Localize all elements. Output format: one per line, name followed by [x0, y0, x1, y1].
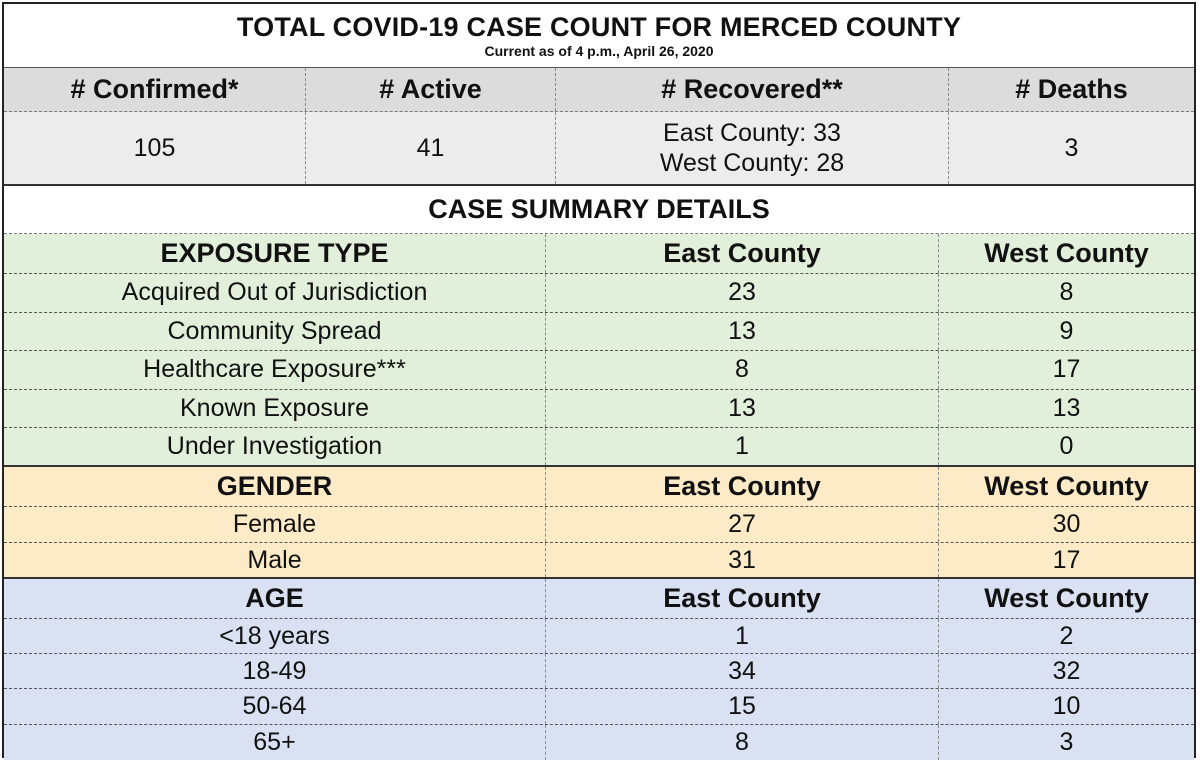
- title-block: TOTAL COVID-19 CASE COUNT FOR MERCED COU…: [4, 4, 1194, 68]
- summary-title: CASE SUMMARY DETAILS: [4, 186, 1194, 234]
- table-row: Acquired Out of Jurisdiction 23 8: [4, 274, 1194, 313]
- table-row: Known Exposure 13 13: [4, 389, 1194, 429]
- east-county-value: 8: [546, 351, 939, 389]
- exposure-header-row: EXPOSURE TYPE East County West County: [4, 234, 1194, 274]
- west-county-value: 17: [1052, 545, 1081, 574]
- west-county-value: 17: [1052, 355, 1081, 384]
- table-title: TOTAL COVID-19 CASE COUNT FOR MERCED COU…: [236, 11, 962, 42]
- west-county-value: 2: [1059, 621, 1074, 650]
- recovered-east: East County: 33: [663, 119, 841, 147]
- totals-values-row: 105 41 East County: 33 West County: 28 3: [4, 112, 1194, 186]
- table-row: Community Spread 13 9: [4, 312, 1194, 352]
- recovered-west: West County: 28: [659, 149, 845, 177]
- table-row: Healthcare Exposure*** 8 17: [4, 351, 1194, 390]
- row-label: Under Investigation: [4, 428, 546, 465]
- row-label: 18-49: [4, 654, 546, 689]
- deaths-value: 3: [1064, 134, 1079, 162]
- recovered-header: # Recovered**: [556, 68, 949, 111]
- west-county-header: West County: [984, 583, 1149, 613]
- table-row: Under Investigation 1 0: [4, 428, 1194, 467]
- gender-header: GENDER: [4, 467, 546, 506]
- table-row: Male 31 17: [4, 543, 1194, 579]
- west-county-value: 8: [1059, 278, 1074, 307]
- row-label: Male: [4, 543, 546, 577]
- row-label: Known Exposure: [4, 389, 546, 428]
- west-county-value: 30: [1052, 510, 1081, 538]
- east-county-header: East County: [546, 467, 939, 506]
- row-label: 65+: [4, 724, 546, 760]
- row-label: <18 years: [4, 619, 546, 654]
- west-county-header: West County: [984, 471, 1149, 501]
- east-county-value: 31: [546, 543, 939, 577]
- east-county-value: 15: [546, 689, 939, 724]
- west-county-value: 13: [1052, 394, 1081, 423]
- confirmed-header: # Confirmed*: [4, 68, 306, 111]
- age-header-row: AGE East County West County: [4, 579, 1194, 619]
- recovered-value: East County: 33 West County: 28: [556, 112, 949, 184]
- west-county-value: 9: [1059, 316, 1074, 345]
- table-subtitle: Current as of 4 p.m., April 26, 2020: [484, 42, 714, 59]
- row-label: Healthcare Exposure***: [4, 351, 546, 389]
- east-county-value: 13: [546, 312, 939, 351]
- exposure-header: EXPOSURE TYPE: [4, 234, 546, 273]
- deaths-header: # Deaths: [1015, 74, 1128, 104]
- table-row: 50-64 15 10: [4, 689, 1194, 725]
- totals-header-row: # Confirmed* # Active # Recovered** # De…: [4, 68, 1194, 112]
- gender-header-row: GENDER East County West County: [4, 467, 1194, 507]
- table-row: <18 years 1 2: [4, 619, 1194, 655]
- row-label: Acquired Out of Jurisdiction: [4, 274, 546, 312]
- age-header: AGE: [4, 579, 546, 618]
- east-county-value: 27: [546, 507, 939, 542]
- east-county-header: East County: [546, 579, 939, 618]
- west-county-value: 10: [1052, 691, 1081, 720]
- east-county-value: 23: [546, 274, 939, 312]
- east-county-value: 8: [546, 724, 939, 760]
- west-county-value: 32: [1052, 656, 1081, 685]
- east-county-header: East County: [546, 234, 939, 273]
- row-label: 50-64: [4, 689, 546, 724]
- west-county-header: West County: [984, 238, 1149, 268]
- active-header: # Active: [306, 68, 556, 111]
- west-county-value: 0: [1059, 432, 1074, 461]
- east-county-value: 1: [546, 428, 939, 465]
- confirmed-value: 105: [4, 112, 306, 184]
- east-county-value: 1: [546, 619, 939, 654]
- east-county-value: 34: [546, 654, 939, 689]
- west-county-value: 3: [1059, 727, 1074, 756]
- row-label: Community Spread: [4, 312, 546, 351]
- table-row: 65+ 8 3: [4, 724, 1194, 760]
- row-label: Female: [4, 507, 546, 542]
- table-row: Female 27 30: [4, 507, 1194, 543]
- east-county-value: 13: [546, 389, 939, 428]
- active-value: 41: [306, 112, 556, 184]
- table-row: 18-49 34 32: [4, 654, 1194, 690]
